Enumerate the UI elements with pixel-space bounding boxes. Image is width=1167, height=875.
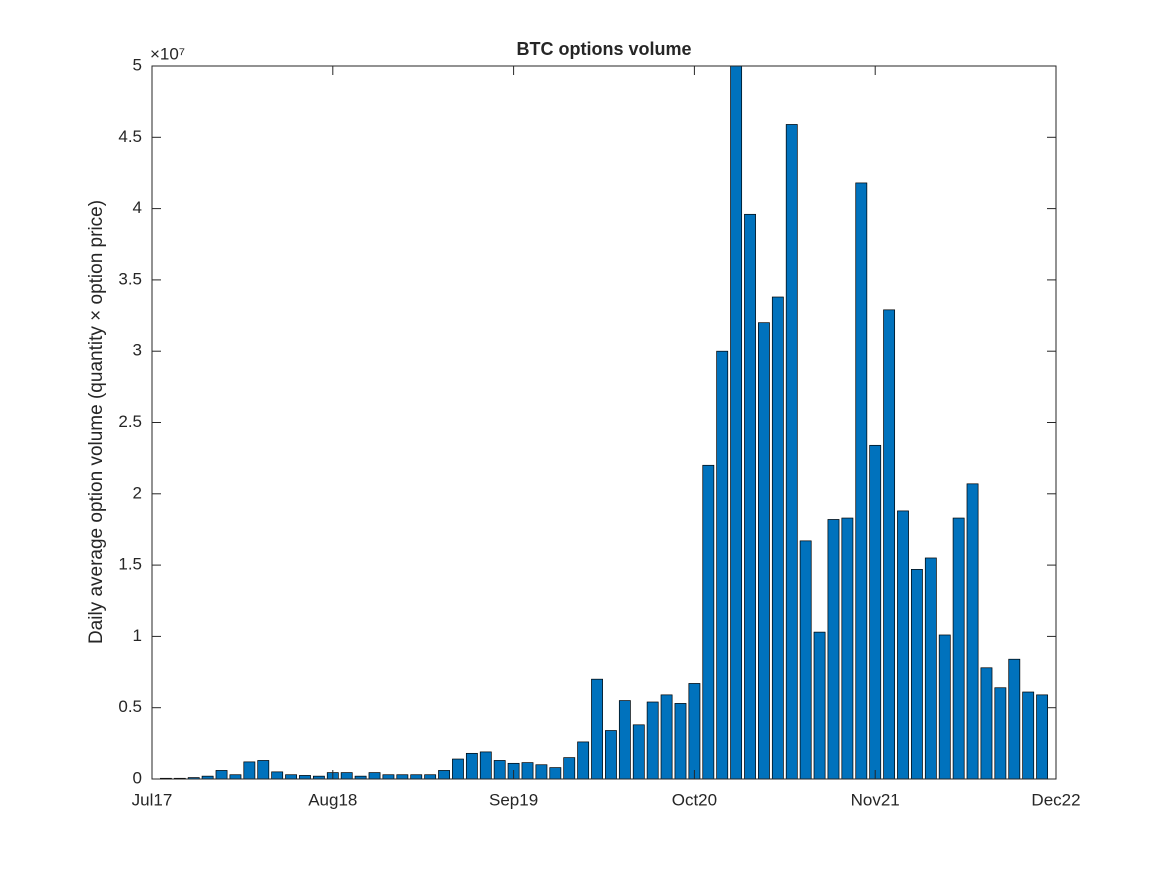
- bar: [994, 687, 1007, 780]
- bar: [1036, 694, 1049, 780]
- bar: [605, 730, 617, 780]
- bar: [229, 774, 242, 780]
- y-tick-label: 2: [133, 483, 142, 502]
- y-tick-label: 3.5: [118, 269, 142, 288]
- bar: [1008, 658, 1021, 780]
- bar: [938, 634, 951, 780]
- bar: [771, 296, 784, 780]
- y-exponent: ×10⁷: [150, 44, 185, 63]
- y-tick-label: 1.5: [118, 555, 142, 574]
- bar: [827, 519, 840, 780]
- bar: [702, 464, 715, 780]
- bar: [271, 771, 284, 780]
- bar: [674, 703, 687, 780]
- bar: [883, 309, 896, 780]
- bar: [813, 631, 826, 780]
- bar: [479, 751, 492, 780]
- bar: [438, 770, 450, 780]
- bar: [744, 213, 756, 780]
- y-tick-label: 0.5: [118, 697, 142, 716]
- bar: [368, 772, 381, 780]
- bar: [452, 758, 464, 780]
- bar: [493, 760, 506, 780]
- bar: [577, 741, 590, 780]
- bar: [1022, 691, 1035, 780]
- bar: [396, 774, 409, 780]
- bar: [535, 764, 548, 780]
- y-tick-label: 4: [133, 198, 142, 217]
- bar: [966, 483, 979, 780]
- bar: [410, 774, 423, 780]
- bars: [159, 65, 1049, 780]
- x-tick-label: Dec22: [1031, 790, 1080, 809]
- bar: [799, 540, 812, 780]
- y-tick-label: 1: [133, 626, 142, 645]
- bar: [841, 517, 854, 780]
- x-tick-label: Aug18: [308, 790, 357, 809]
- bar: [632, 724, 645, 780]
- x-tick-label: Sep19: [489, 790, 538, 809]
- bar: [646, 701, 659, 780]
- bar: [382, 774, 395, 780]
- x-tick-label: Oct20: [672, 790, 717, 809]
- bar: [758, 322, 770, 780]
- bar: [688, 683, 701, 780]
- y-tick-label: 4.5: [118, 127, 142, 146]
- bar: [549, 767, 562, 780]
- bar: [340, 772, 353, 780]
- bar: [952, 517, 965, 780]
- bar: [465, 752, 478, 780]
- x-tick-label: Jul17: [132, 790, 173, 809]
- y-tick-label: 2.5: [118, 412, 142, 431]
- bar: [869, 444, 882, 780]
- bar: [521, 762, 534, 780]
- bar: [660, 694, 673, 780]
- y-tick-label: 5: [133, 55, 142, 74]
- bar: [424, 774, 437, 780]
- bar: [855, 182, 868, 780]
- bar: [911, 569, 923, 780]
- bar: [257, 760, 270, 780]
- bar: [243, 761, 256, 780]
- bar: [785, 124, 798, 780]
- bar: [563, 757, 576, 780]
- y-tick-label: 0: [133, 768, 142, 787]
- bar: [285, 774, 297, 780]
- bar: [980, 667, 993, 780]
- x-tick-label: Nov21: [851, 790, 900, 809]
- bar: [215, 770, 228, 780]
- bar: [730, 65, 743, 780]
- bar: [299, 775, 311, 780]
- bar: [618, 700, 631, 780]
- y-tick-label: 3: [133, 341, 142, 360]
- bar: [716, 350, 729, 780]
- bar: [591, 678, 603, 780]
- bar: [924, 557, 937, 780]
- chart-title: BTC options volume: [517, 39, 692, 59]
- y-axis-label: Daily average option volume (quantity × …: [86, 200, 107, 644]
- bar: [897, 510, 909, 780]
